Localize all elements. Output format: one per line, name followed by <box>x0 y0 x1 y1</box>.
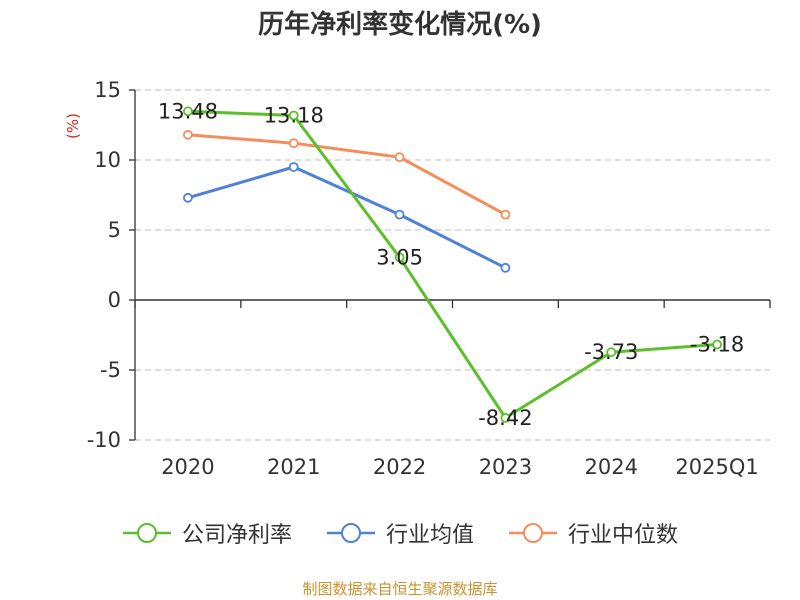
data-point[interactable] <box>183 129 193 140</box>
x-tick-label: 2023 <box>479 455 532 479</box>
legend-label: 公司净利率 <box>181 523 292 548</box>
data-point[interactable] <box>288 138 299 149</box>
data-point[interactable] <box>288 162 299 172</box>
grid-lines <box>135 89 770 441</box>
x-tick-label: 2025Q1 <box>675 455 758 479</box>
data-point[interactable] <box>394 209 405 220</box>
series-lines <box>183 106 722 423</box>
legend-label: 行业中位数 <box>568 523 679 548</box>
data-label: -8.42 <box>478 406 532 430</box>
data-point[interactable] <box>606 347 617 358</box>
y-tick-label: 0 <box>108 288 121 312</box>
data-point[interactable] <box>500 412 511 423</box>
data-point[interactable] <box>183 192 193 203</box>
data-label: 13.48 <box>158 99 218 123</box>
x-tick-label: 2022 <box>373 455 426 479</box>
legend-swatch <box>509 523 557 543</box>
data-label: -3.18 <box>690 333 744 357</box>
legend-swatch <box>326 523 375 543</box>
source-note: 制图数据来自恒生聚源数据库 <box>302 580 498 598</box>
data-labels: 13.48 13.18 3.05 -8.42 -3.73 -3.18 <box>158 99 744 430</box>
data-point[interactable] <box>394 252 405 263</box>
legend-item[interactable]: 公司净利率 <box>122 517 292 549</box>
data-label: -3.73 <box>584 340 638 364</box>
y-tick-label: 5 <box>108 218 121 242</box>
series-line <box>187 165 507 270</box>
data-label: 13.18 <box>264 103 324 127</box>
series-line <box>187 133 507 216</box>
y-tick-label: -5 <box>100 358 121 382</box>
data-point[interactable] <box>500 262 511 273</box>
x-tick-label: 2021 <box>267 455 320 479</box>
data-point[interactable] <box>500 209 511 220</box>
data-label: 3.05 <box>376 245 423 269</box>
series-line <box>187 109 718 420</box>
x-tick-label: 2024 <box>585 455 638 479</box>
data-point[interactable] <box>288 110 299 121</box>
legend-item[interactable]: 行业中位数 <box>508 517 678 549</box>
chart-title: 历年净利率变化情况(%) <box>258 10 542 40</box>
legend-swatch <box>122 523 171 543</box>
legend-item[interactable]: 行业均值 <box>326 517 474 549</box>
y-axis-title: (%) <box>64 113 82 139</box>
x-tick-label: 2020 <box>161 455 214 479</box>
data-point[interactable] <box>394 152 405 163</box>
data-point[interactable] <box>712 339 722 350</box>
y-tick-label: 15 <box>94 78 121 102</box>
y-tick-label: -10 <box>87 428 121 452</box>
data-point[interactable] <box>183 106 193 117</box>
legend: 公司净利率 行业均值 行业中位数 <box>0 517 800 549</box>
y-tick-label: 10 <box>94 148 121 172</box>
axes: -10 -5 0 5 10 15 2020 2021 2022 2023 2024 2025Q1 <box>87 78 771 479</box>
legend-label: 行业均值 <box>385 523 474 548</box>
